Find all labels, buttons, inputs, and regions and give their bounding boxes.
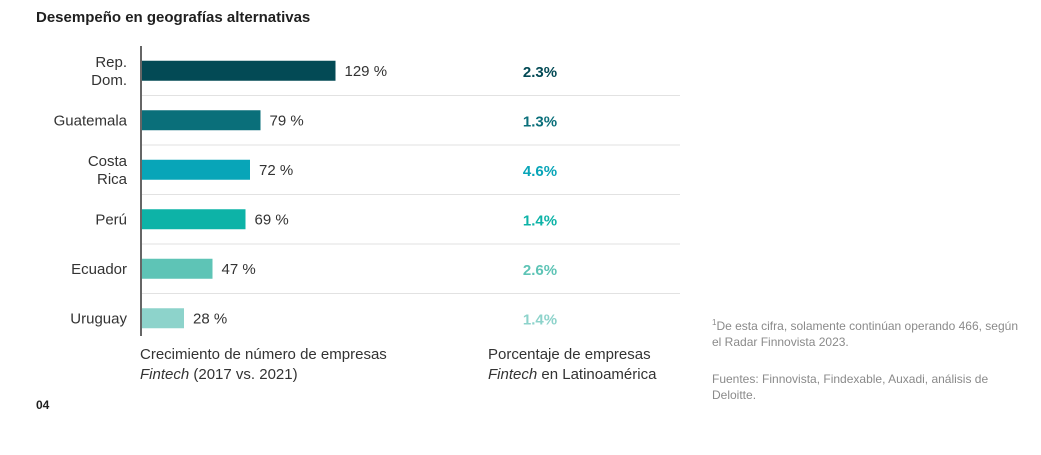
- gridlines: [142, 95, 680, 294]
- bar-value-label: 79 %: [270, 112, 304, 129]
- chart-title: Desempeño en geografías alternativas: [36, 9, 311, 26]
- bar: [142, 110, 261, 131]
- bars: 129 % Rep.Dom. 2.3% 79 % Guatemala 1.3% 72 % Co…: [54, 54, 557, 329]
- x-axis-caption-left: Crecimiento de número de empresas Fintec…: [140, 345, 387, 385]
- percentage-label: 1.3%: [523, 113, 557, 130]
- caption-right-italic: Fintech: [488, 366, 538, 383]
- category-label: Rep.: [95, 54, 127, 71]
- caption-left-rest: (2017 vs. 2021): [189, 366, 298, 383]
- bar: [142, 308, 184, 329]
- caption-left-line1: Crecimiento de número de empresas: [140, 346, 387, 363]
- bar: [142, 60, 336, 81]
- category-label: Rica: [97, 171, 128, 188]
- category-label: Perú: [95, 211, 127, 228]
- bar-value-label: 72 %: [259, 162, 293, 179]
- bar-value-label: 47 %: [222, 261, 256, 278]
- bar: [142, 258, 213, 279]
- caption-left-italic: Fintech: [140, 366, 190, 383]
- bar: [142, 159, 250, 180]
- percentage-label: 4.6%: [523, 163, 557, 180]
- bar-value-label: 69 %: [255, 211, 289, 228]
- footnote-radar-text: De esta cifra, solamente continúan opera…: [712, 319, 1018, 349]
- category-label: Uruguay: [70, 310, 127, 327]
- footnote-radar: 1De esta cifra, solamente continúan oper…: [712, 315, 1022, 350]
- footnote-marker: 1: [712, 318, 717, 327]
- category-label: Guatemala: [54, 112, 128, 129]
- category-label: Dom.: [91, 72, 127, 89]
- percentage-label: 1.4%: [523, 212, 557, 229]
- footnote-sources: Fuentes: Finnovista, Findexable, Auxadi,…: [712, 372, 989, 402]
- caption-right-line1: Porcentaje de empresas: [488, 346, 651, 363]
- percentage-label: 1.4%: [523, 311, 557, 328]
- category-label: Costa: [88, 153, 128, 170]
- caption-right-rest: en Latinoamérica: [537, 366, 657, 383]
- bar-value-label: 129 %: [345, 63, 388, 80]
- category-label: Ecuador: [71, 261, 127, 278]
- percentage-label: 2.3%: [523, 64, 557, 81]
- x-axis-caption-right: Porcentaje de empresas Fintech en Latino…: [488, 345, 656, 385]
- page-number: 04: [36, 398, 50, 412]
- bar-value-label: 28 %: [193, 310, 227, 327]
- percentage-label: 2.6%: [523, 262, 557, 279]
- bar: [142, 209, 246, 230]
